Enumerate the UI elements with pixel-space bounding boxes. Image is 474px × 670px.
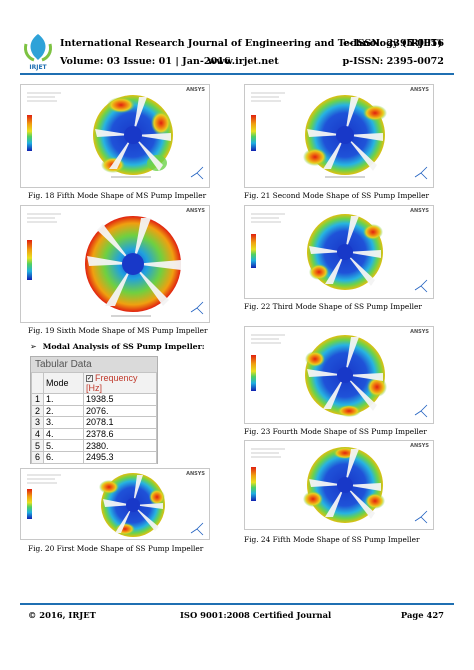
figure-23-caption: Fig. 23 Fourth Mode Shape of SS Pump Imp…: [244, 427, 427, 436]
logo-text: IRJET: [29, 64, 47, 71]
row-index: 5: [31, 439, 44, 452]
row-index: 2: [31, 404, 44, 418]
figure-24-image: ANSYS: [244, 440, 434, 530]
eissn: e-ISSN: 2395-0056: [343, 38, 444, 49]
figure-21-caption: Fig. 21 Second Mode Shape of SS Pump Imp…: [244, 191, 430, 200]
table-corner: [31, 372, 44, 394]
footer-page-number: Page 427: [400, 610, 444, 620]
row-index: 4: [31, 427, 44, 441]
mode-cell: 4.: [43, 427, 84, 441]
tabular-data-title: Tabular Data: [31, 357, 157, 372]
table-row[interactable]: 6 6. 2495.3: [31, 450, 157, 464]
figure-24-caption: Fig. 24 Fifth Mode Shape of SS Pump Impe…: [244, 535, 420, 544]
figure-23-image: ANSYS: [244, 326, 434, 424]
table-row[interactable]: 3 3. 2078.1: [31, 416, 157, 429]
mode-cell: 2.: [43, 404, 84, 418]
mode-cell: 5.: [43, 439, 84, 452]
figure-20-image: ANSYS: [20, 468, 210, 540]
ansys-logo: ANSYS: [186, 208, 205, 214]
frequency-cell: 2380.: [83, 439, 157, 452]
pissn: p-ISSN: 2395-0072: [342, 56, 444, 67]
ansys-logo: ANSYS: [410, 443, 429, 449]
footer-divider: [20, 603, 454, 605]
section-heading-text: Modal Analysis of SS Pump Impeller:: [42, 342, 205, 351]
table-row[interactable]: 1 1. 1938.5: [31, 393, 157, 406]
table-row[interactable]: 4 4. 2378.6: [31, 427, 157, 441]
frequency-table: Mode ✓ Frequency [Hz] 1 1. 1938.5 2 2. 2076. …: [31, 372, 157, 464]
figure-19-caption: Fig. 19 Sixth Mode Shape of MS Pump Impe…: [28, 326, 208, 335]
arrow-bullet-icon: ➢: [30, 342, 37, 351]
header-divider: [20, 73, 454, 75]
ansys-logo: ANSYS: [186, 87, 205, 93]
column-header-mode[interactable]: Mode: [43, 372, 84, 394]
ansys-logo: ANSYS: [410, 87, 429, 93]
ansys-logo: ANSYS: [186, 471, 205, 477]
frequency-cell: 2078.1: [83, 416, 157, 429]
figure-22-image: ANSYS: [244, 205, 434, 299]
row-index: 3: [31, 416, 44, 429]
footer-copyright: © 2016, IRJET: [28, 610, 96, 620]
ansys-logo: ANSYS: [410, 329, 429, 335]
row-index: 6: [31, 450, 44, 464]
volume-issue: Volume: 03 Issue: 01 | Jan-2016: [60, 56, 231, 67]
mode-cell: 1.: [43, 393, 84, 406]
journal-website[interactable]: www.irjet.net: [208, 56, 279, 67]
irjet-logo: [24, 34, 52, 62]
figure-18-caption: Fig. 18 Fifth Mode Shape of MS Pump Impe…: [28, 191, 207, 200]
frequency-cell: 2495.3: [83, 450, 157, 464]
page-header: IRJET International Research Journal of …: [0, 0, 474, 78]
figure-22-caption: Fig. 22 Third Mode Shape of SS Pump Impe…: [244, 302, 422, 311]
figure-21-image: ANSYS: [244, 84, 434, 188]
journal-title: International Research Journal of Engine…: [60, 38, 443, 49]
tabular-data-panel: Tabular Data Mode ✓ Frequency [Hz] 1 1. 193…: [30, 356, 158, 464]
ansys-logo: ANSYS: [410, 208, 429, 214]
frequency-cell: 2076.: [83, 404, 157, 418]
section-heading: ➢ Modal Analysis of SS Pump Impeller:: [30, 342, 205, 351]
mode-cell: 6.: [43, 450, 84, 464]
mode-cell: 3.: [43, 416, 84, 429]
table-row[interactable]: 2 2. 2076.: [31, 404, 157, 418]
footer-certification: ISO 9001:2008 Certified Journal: [180, 610, 332, 620]
figure-19-image: ANSYS: [20, 205, 210, 323]
frequency-cell: 2378.6: [83, 427, 157, 441]
row-index: 1: [31, 393, 44, 406]
figure-18-image: ANSYS: [20, 84, 210, 188]
table-row[interactable]: 5 5. 2380.: [31, 439, 157, 452]
frequency-cell: 1938.5: [83, 393, 157, 406]
checkbox-icon[interactable]: ✓: [86, 375, 93, 383]
figure-20-caption: Fig. 20 First Mode Shape of SS Pump Impe…: [28, 544, 204, 553]
column-header-frequency[interactable]: ✓ Frequency [Hz]: [83, 372, 157, 394]
